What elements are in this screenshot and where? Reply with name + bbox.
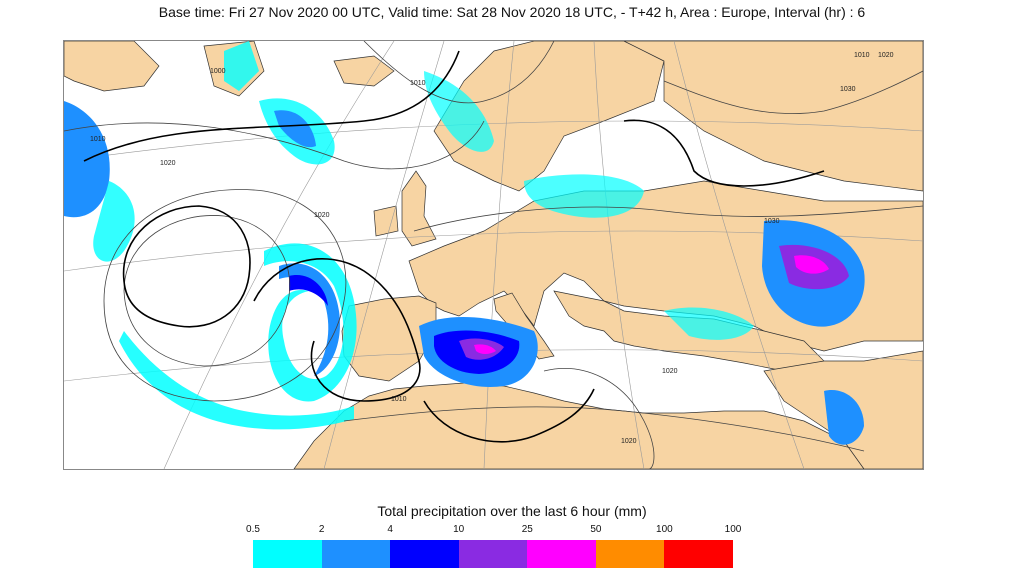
isobar-eastern — [663, 70, 923, 114]
precip-greenland-cyan — [224, 41, 259, 91]
isobar-label: 1020 — [621, 438, 637, 445]
legend-tick-label: 2 — [318, 524, 325, 535]
isobar-high-pressure-center — [122, 205, 251, 328]
isobar-label: 1030 — [840, 86, 856, 93]
legend-tick-label: 50 — [590, 524, 602, 535]
precip-north-atlantic-core — [274, 110, 316, 148]
isobar-southern — [343, 406, 865, 452]
legend-title: Total precipitation over the last 6 hour… — [377, 503, 647, 519]
isobar-label: 1010 — [391, 396, 407, 403]
isobar-mediterranean — [543, 368, 655, 469]
land-iceland — [333, 55, 395, 87]
isobar-label: 1020 — [314, 212, 330, 219]
legend-tick-label: 25 — [521, 524, 533, 535]
isobar-label: 1020 — [878, 52, 894, 59]
legend-tick-label: 0.5 — [246, 524, 260, 535]
precip-mediterranean-extreme — [474, 344, 496, 354]
land-north-africa — [293, 382, 865, 469]
isobar-label: 1020 — [662, 368, 678, 375]
isobar-scandinavia — [363, 41, 555, 104]
weather-map: 1010 1020 1000 1010 1020 1030 1020 1010 … — [63, 40, 924, 470]
isobars — [64, 41, 923, 469]
land-greenland — [64, 41, 160, 92]
precip-west-edge-cyan — [93, 181, 135, 262]
isobar-low-atlantic-bold — [83, 50, 460, 162]
isobar-high-pressure-mid — [123, 215, 291, 367]
isobar-label: 1020 — [160, 160, 176, 167]
legend-tick-label: 10 — [453, 524, 465, 535]
isobar-north-atlantic — [64, 120, 485, 170]
precip-atlantic-spiral-outer — [264, 243, 357, 402]
precip-eastern-mediterranean — [664, 307, 754, 340]
legend-tick-label: 100 — [656, 524, 673, 535]
land-ireland — [373, 205, 399, 237]
legend-swatch — [321, 540, 391, 568]
legend-swatch — [595, 540, 665, 568]
legend-swatch — [253, 540, 322, 568]
weather-map-canvas: 1010 1020 1000 1010 1020 1030 1020 1010 … — [64, 41, 923, 469]
isobar-label: 1030 — [764, 218, 780, 225]
isobar-continental — [413, 205, 923, 232]
legend-swatch — [527, 540, 596, 568]
isobar-africa-bold — [423, 388, 595, 443]
precip-scandinavia-band — [424, 71, 494, 152]
isobar-labels: 1010 1020 1000 1010 1020 1030 1020 1010 … — [90, 52, 894, 445]
isobars-bold — [83, 50, 825, 443]
map-header-title: Base time: Fri 27 Nov 2020 00 UTC, Valid… — [158, 4, 866, 20]
isobar-label: 1010 — [410, 80, 426, 87]
legend-tick-label: 4 — [387, 524, 393, 535]
legend-color-bar — [253, 540, 734, 568]
isobar-label: 1010 — [90, 136, 106, 143]
land-russia-north — [623, 41, 923, 192]
legend-tick-label: 100 — [724, 524, 742, 535]
isobar-label: 1000 — [210, 68, 226, 75]
precip-red-sea-area — [824, 390, 864, 445]
legend-swatch — [664, 540, 734, 568]
precip-atlantic-spiral-core — [279, 263, 340, 376]
land-italy — [493, 292, 555, 360]
isobar-russia-bold — [623, 119, 825, 187]
precip-atlantic-band-south — [119, 331, 354, 430]
precip-atlantic-spiral-heavy — [289, 275, 328, 306]
legend-swatch — [390, 540, 459, 568]
isobar-spain-bold — [253, 258, 421, 402]
isobar-label: 1010 — [854, 52, 870, 59]
isobar-high-pressure-outer — [103, 189, 347, 402]
legend-swatch — [458, 540, 528, 568]
precip-caspian-heavy — [794, 255, 829, 274]
